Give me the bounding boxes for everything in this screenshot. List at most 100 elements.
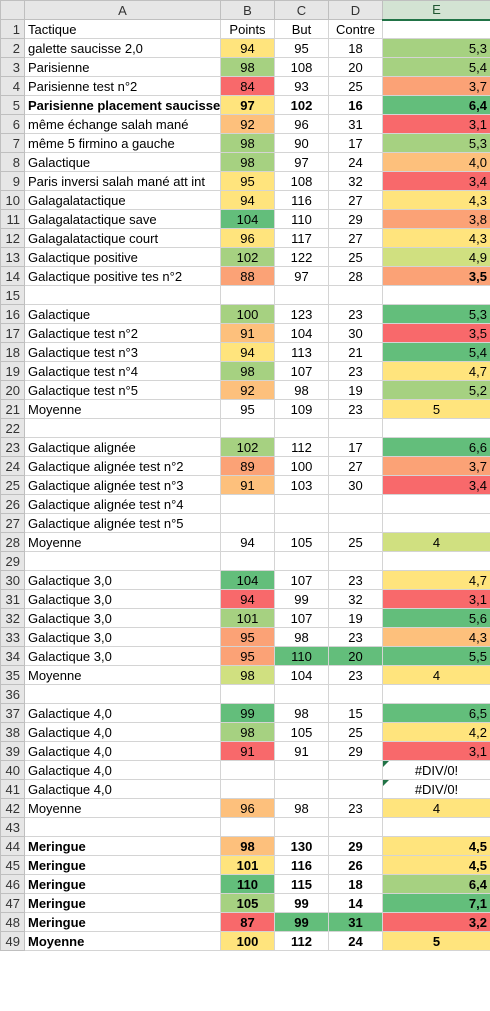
cell-but[interactable]	[274, 551, 329, 571]
cell-contre[interactable]: 29	[328, 836, 383, 856]
cell-but[interactable]: 110	[274, 209, 329, 229]
cell-score[interactable]: 3,2	[382, 912, 490, 932]
cell-but[interactable]	[274, 817, 329, 837]
cell-contre[interactable]	[328, 760, 383, 780]
cell-contre[interactable]	[328, 418, 383, 438]
row-header[interactable]: 47	[0, 893, 25, 913]
cell-tactique[interactable]: Galagalatactique court	[24, 228, 221, 248]
row-header[interactable]: 22	[0, 418, 25, 438]
row-header[interactable]: 23	[0, 437, 25, 457]
row-header[interactable]: 15	[0, 285, 25, 305]
cell-contre[interactable]: 25	[328, 532, 383, 552]
cell-tactique[interactable]: Galagalatactique save	[24, 209, 221, 229]
cell-tactique[interactable]: Galactique 3,0	[24, 627, 221, 647]
cell-tactique[interactable]: Meringue	[24, 836, 221, 856]
cell-contre[interactable]: 28	[328, 266, 383, 286]
row-header[interactable]: 36	[0, 684, 25, 704]
cell-tactique[interactable]: Galactique positive	[24, 247, 221, 267]
cell-score[interactable]	[382, 285, 490, 305]
cell-score[interactable]: 3,4	[382, 171, 490, 191]
cell-points[interactable]: 91	[220, 475, 275, 495]
cell-contre[interactable]: 17	[328, 133, 383, 153]
cell-contre[interactable]: Contre	[328, 19, 383, 39]
cell-contre[interactable]: 31	[328, 114, 383, 134]
column-header-b[interactable]: B	[220, 0, 275, 20]
row-header[interactable]: 39	[0, 741, 25, 761]
cell-contre[interactable]: 14	[328, 893, 383, 913]
cell-points[interactable]: 88	[220, 266, 275, 286]
cell-points[interactable]: 95	[220, 171, 275, 191]
row-header[interactable]: 29	[0, 551, 25, 571]
cell-points[interactable]: 98	[220, 133, 275, 153]
cell-points[interactable]: 104	[220, 209, 275, 229]
cell-but[interactable]: 100	[274, 456, 329, 476]
cell-but[interactable]: 104	[274, 665, 329, 685]
cell-score[interactable]: 3,4	[382, 475, 490, 495]
cell-score[interactable]: 4	[382, 532, 490, 552]
cell-score[interactable]: 6,4	[382, 95, 490, 115]
cell-contre[interactable]	[328, 684, 383, 704]
cell-points[interactable]: 100	[220, 931, 275, 951]
cell-score[interactable]	[382, 513, 490, 533]
cell-points[interactable]: 95	[220, 627, 275, 647]
cell-contre[interactable]: 31	[328, 912, 383, 932]
cell-tactique[interactable]: Meringue	[24, 874, 221, 894]
cell-tactique[interactable]: Galactique	[24, 152, 221, 172]
cell-points[interactable]: 94	[220, 38, 275, 58]
cell-score[interactable]: 5,4	[382, 57, 490, 77]
row-header[interactable]: 32	[0, 608, 25, 628]
cell-but[interactable]: 105	[274, 722, 329, 742]
cell-points[interactable]: 94	[220, 532, 275, 552]
cell-points[interactable]: 91	[220, 323, 275, 343]
cell-but[interactable]: 107	[274, 608, 329, 628]
cell-points[interactable]: 101	[220, 608, 275, 628]
row-header[interactable]: 3	[0, 57, 25, 77]
cell-tactique[interactable]: Galagalatactique	[24, 190, 221, 210]
column-header-d[interactable]: D	[328, 0, 383, 20]
cell-score[interactable]	[382, 817, 490, 837]
cell-but[interactable]: 98	[274, 703, 329, 723]
row-header[interactable]: 33	[0, 627, 25, 647]
cell-contre[interactable]	[328, 285, 383, 305]
cell-tactique[interactable]: Galactique alignée test n°4	[24, 494, 221, 514]
row-header[interactable]: 41	[0, 779, 25, 799]
cell-score[interactable]: 5	[382, 399, 490, 419]
cell-tactique[interactable]	[24, 817, 221, 837]
cell-points[interactable]: 91	[220, 741, 275, 761]
cell-score[interactable]: 4,3	[382, 627, 490, 647]
cell-but[interactable]: But	[274, 19, 329, 39]
row-header[interactable]: 43	[0, 817, 25, 837]
cell-points[interactable]: 110	[220, 874, 275, 894]
cell-score[interactable]: 3,8	[382, 209, 490, 229]
cell-but[interactable]: 123	[274, 304, 329, 324]
cell-contre[interactable]: 16	[328, 95, 383, 115]
cell-contre[interactable]: 25	[328, 76, 383, 96]
cell-contre[interactable]: 18	[328, 38, 383, 58]
cell-but[interactable]	[274, 494, 329, 514]
row-header[interactable]: 37	[0, 703, 25, 723]
cell-score[interactable]: 3,7	[382, 456, 490, 476]
cell-points[interactable]: 97	[220, 95, 275, 115]
cell-tactique[interactable]: Moyenne	[24, 399, 221, 419]
cell-but[interactable]	[274, 684, 329, 704]
cell-but[interactable]: 115	[274, 874, 329, 894]
cell-but[interactable]: 109	[274, 399, 329, 419]
cell-contre[interactable]	[328, 779, 383, 799]
row-header[interactable]: 7	[0, 133, 25, 153]
row-header[interactable]: 42	[0, 798, 25, 818]
cell-but[interactable]: 99	[274, 893, 329, 913]
cell-points[interactable]: 104	[220, 570, 275, 590]
cell-contre[interactable]	[328, 513, 383, 533]
cell-tactique[interactable]: Galactique	[24, 304, 221, 324]
row-header[interactable]: 40	[0, 760, 25, 780]
cell-points[interactable]: 87	[220, 912, 275, 932]
row-header[interactable]: 20	[0, 380, 25, 400]
cell-tactique[interactable]: Moyenne	[24, 931, 221, 951]
cell-but[interactable]: 113	[274, 342, 329, 362]
cell-points[interactable]: 94	[220, 589, 275, 609]
cell-points[interactable]: 98	[220, 152, 275, 172]
cell-but[interactable]: 97	[274, 266, 329, 286]
cell-contre[interactable]: 19	[328, 380, 383, 400]
cell-contre[interactable]: 23	[328, 570, 383, 590]
cell-tactique[interactable]	[24, 285, 221, 305]
